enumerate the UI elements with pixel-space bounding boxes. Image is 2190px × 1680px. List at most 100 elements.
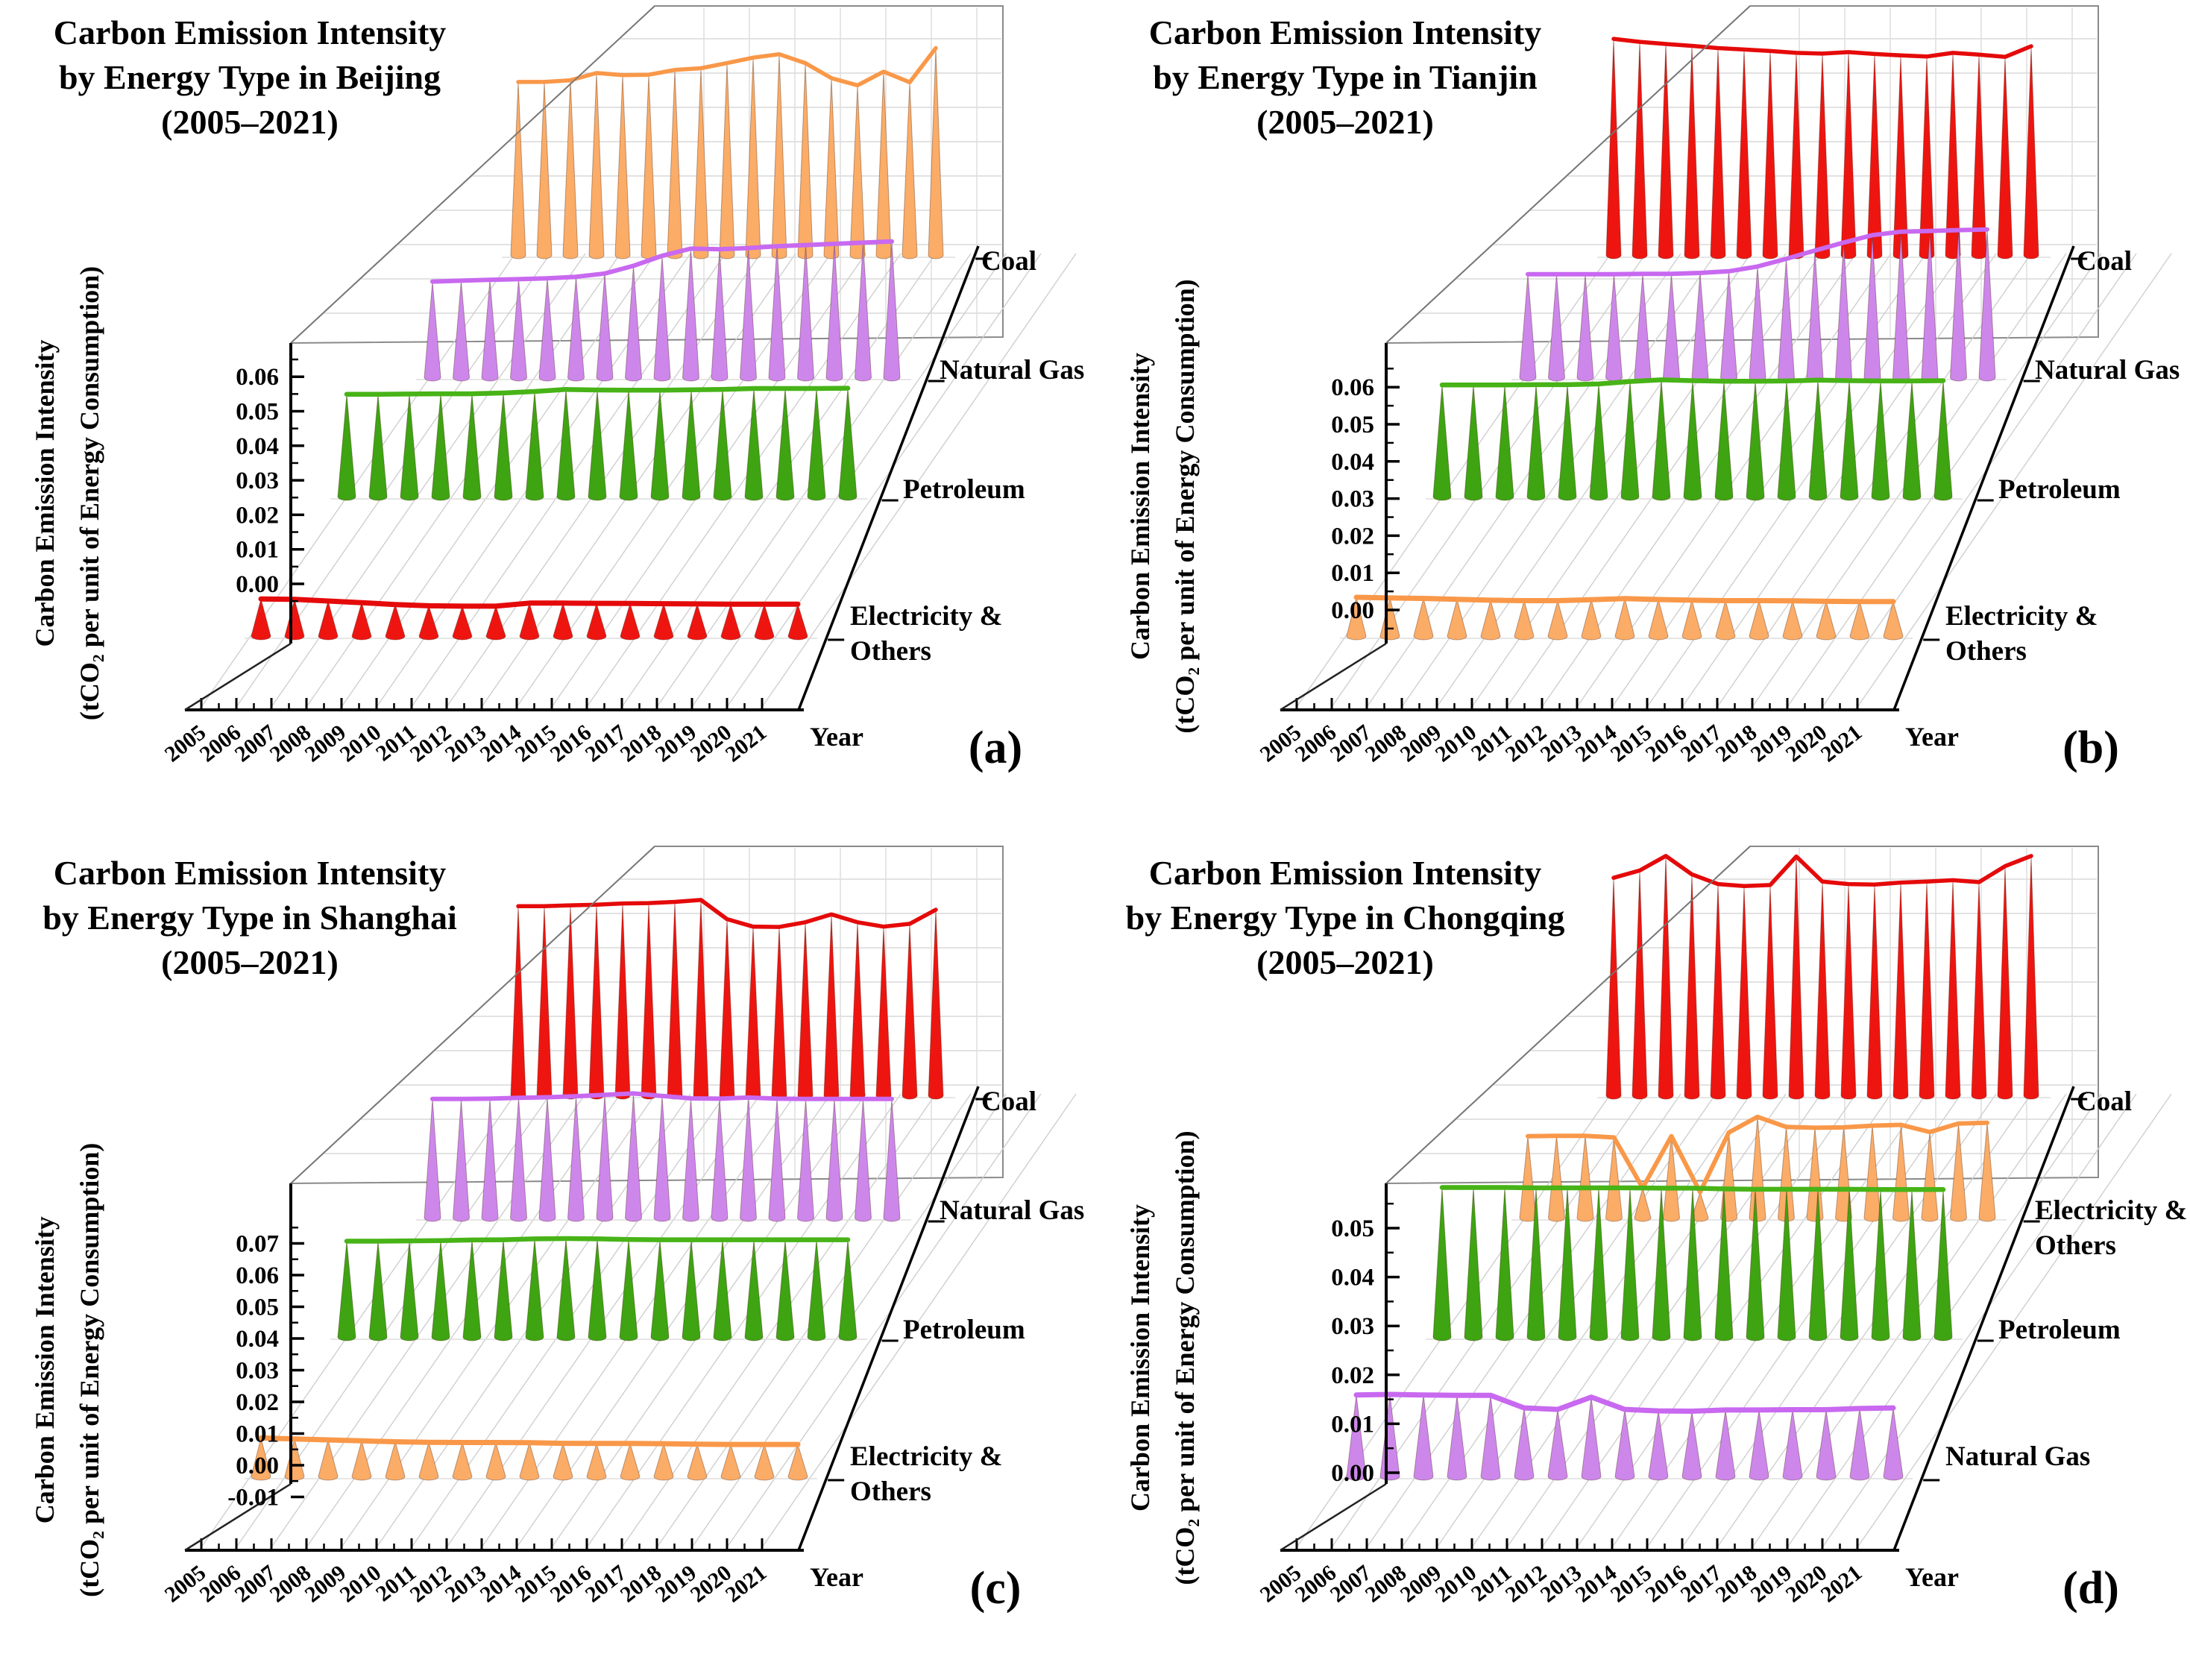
svg-text:2021: 2021 [1816, 720, 1867, 767]
svg-text:0.05: 0.05 [236, 399, 279, 426]
series-row-natural-gas [424, 1091, 901, 1222]
panel-title-line3: (2005–2021) [1256, 943, 1434, 981]
svg-text:Electricity &: Electricity & [2035, 1195, 2187, 1226]
series-row-petroleum [337, 386, 858, 501]
svg-text:0.05: 0.05 [236, 1294, 279, 1321]
svg-text:Petroleum: Petroleum [903, 1315, 1025, 1345]
svg-text:0.06: 0.06 [236, 1262, 279, 1289]
svg-text:Carbon Emission Intensity: Carbon Emission Intensity [1125, 1204, 1155, 1511]
panel-title: Carbon Emission Intensity by Energy Type… [7, 851, 492, 985]
panel-title-line2: by Energy Type in Chongqing [1125, 899, 1565, 937]
svg-text:0.05: 0.05 [1331, 1215, 1374, 1242]
series-row-electricity-others [251, 1435, 808, 1481]
panel-chongqing-plot: 2005200620072008200920102011201220132014… [1125, 846, 2187, 1608]
svg-text:Coal: Coal [981, 1086, 1036, 1117]
series-row-electricity-others [251, 596, 808, 641]
svg-text:-0.01: -0.01 [227, 1485, 279, 1511]
panel-tianjin-plot: 2005200620072008200920102011201220132014… [1125, 5, 2180, 767]
panel-title-line1: Carbon Emission Intensity [53, 854, 447, 892]
svg-text:Others: Others [1945, 636, 2027, 667]
svg-text:0.04: 0.04 [236, 433, 279, 460]
svg-text:2021: 2021 [721, 720, 772, 767]
svg-text:2021: 2021 [1816, 1561, 1867, 1608]
series-row-petroleum [1432, 377, 1953, 501]
svg-text:0.03: 0.03 [1331, 486, 1374, 513]
svg-text:(tCO₂ per unit of Energy Consu: (tCO₂ per unit of Energy Consumption) [75, 266, 104, 720]
svg-text:(tCO₂ per unit of Energy Consu: (tCO₂ per unit of Energy Consumption) [75, 1143, 104, 1597]
svg-text:Carbon Emission Intensity: Carbon Emission Intensity [1125, 353, 1155, 660]
svg-text:0.06: 0.06 [236, 364, 279, 391]
svg-text:0.02: 0.02 [1331, 523, 1374, 550]
svg-text:(tCO₂ per unit of Energy Consu: (tCO₂ per unit of Energy Consumption) [1170, 1130, 1200, 1585]
series-row-coal [1605, 37, 2039, 259]
panel-shanghai-plot: 2005200620072008200920102011201220132014… [30, 846, 1084, 1608]
panel-title-line1: Carbon Emission Intensity [53, 13, 447, 51]
svg-text:0.01: 0.01 [1331, 560, 1374, 587]
svg-text:Others: Others [850, 1476, 931, 1507]
svg-text:2021: 2021 [721, 1561, 772, 1608]
svg-text:0.00: 0.00 [236, 571, 279, 598]
svg-text:0.04: 0.04 [236, 1326, 279, 1353]
svg-text:0.00: 0.00 [1331, 597, 1374, 624]
series-row-coal [1605, 854, 2039, 1100]
svg-text:Petroleum: Petroleum [1998, 1315, 2121, 1345]
svg-text:Year: Year [1905, 722, 1959, 752]
panel-letter: (a) [968, 723, 1023, 773]
svg-text:Natural Gas: Natural Gas [940, 1195, 1084, 1226]
svg-text:0.05: 0.05 [1331, 412, 1374, 438]
svg-text:Year: Year [810, 722, 863, 752]
svg-text:0.03: 0.03 [236, 1358, 279, 1385]
panel-shanghai: Carbon Emission Intensity by Energy Type… [0, 840, 1095, 1680]
series-row-coal [510, 45, 944, 259]
svg-text:0.03: 0.03 [1331, 1313, 1374, 1340]
series-row-electricity-others [1519, 1114, 1996, 1222]
panel-title: Carbon Emission Intensity by Energy Type… [1103, 10, 1588, 145]
series-row-petroleum [1432, 1185, 1953, 1341]
panel-chongqing: Carbon Emission Intensity by Energy Type… [1095, 840, 2190, 1680]
svg-text:0.00: 0.00 [1331, 1460, 1374, 1487]
svg-text:Petroleum: Petroleum [903, 474, 1025, 505]
svg-text:Others: Others [2035, 1230, 2116, 1261]
svg-text:Natural Gas: Natural Gas [940, 355, 1084, 386]
series-row-electricity-others [1346, 594, 1904, 641]
panel-letter: (c) [969, 1563, 1022, 1614]
svg-text:0.04: 0.04 [1331, 449, 1374, 476]
panel-title-line3: (2005–2021) [161, 943, 339, 981]
svg-text:Electricity &: Electricity & [850, 601, 1002, 632]
panel-tianjin: Carbon Emission Intensity by Energy Type… [1095, 0, 2190, 840]
svg-text:Year: Year [1905, 1562, 1959, 1592]
svg-text:0.02: 0.02 [1331, 1362, 1374, 1389]
panel-title-line1: Carbon Emission Intensity [1148, 854, 1542, 892]
svg-text:Coal: Coal [2077, 1086, 2132, 1117]
panel-letter: (d) [2062, 1563, 2119, 1614]
series-row-petroleum [337, 1236, 858, 1341]
svg-text:Coal: Coal [2077, 246, 2132, 277]
panel-title-line3: (2005–2021) [161, 103, 339, 141]
svg-text:Natural Gas: Natural Gas [1945, 1441, 2090, 1472]
svg-text:Year: Year [810, 1562, 863, 1592]
svg-text:Coal: Coal [981, 246, 1036, 277]
svg-text:Others: Others [850, 636, 931, 667]
svg-text:Natural Gas: Natural Gas [2035, 355, 2180, 386]
svg-text:Carbon Emission Intensity: Carbon Emission Intensity [30, 1216, 60, 1523]
svg-text:Carbon Emission Intensity: Carbon Emission Intensity [30, 339, 60, 646]
series-row-natural-gas [424, 239, 901, 382]
svg-text:0.01: 0.01 [1331, 1411, 1374, 1438]
svg-text:0.01: 0.01 [236, 1421, 279, 1448]
panel-title: Carbon Emission Intensity by Energy Type… [1103, 851, 1588, 985]
panel-title-line2: by Energy Type in Tianjin [1153, 58, 1538, 96]
svg-text:Petroleum: Petroleum [1998, 474, 2121, 505]
svg-text:(tCO₂ per unit of Energy Consu: (tCO₂ per unit of Energy Consumption) [1170, 279, 1200, 733]
panel-title: Carbon Emission Intensity by Energy Type… [7, 10, 492, 145]
panel-title-line2: by Energy Type in Shanghai [43, 899, 457, 937]
svg-text:0.07: 0.07 [236, 1231, 279, 1258]
svg-text:Electricity &: Electricity & [850, 1441, 1002, 1472]
svg-text:0.02: 0.02 [236, 1389, 279, 1416]
panel-title-line2: by Energy Type in Beijing [58, 58, 441, 96]
panel-letter: (b) [2062, 723, 2119, 773]
panel-title-line1: Carbon Emission Intensity [1148, 13, 1542, 51]
svg-text:Electricity &: Electricity & [1945, 601, 2098, 632]
svg-text:0.02: 0.02 [236, 502, 279, 529]
panel-title-line3: (2005–2021) [1256, 103, 1434, 141]
